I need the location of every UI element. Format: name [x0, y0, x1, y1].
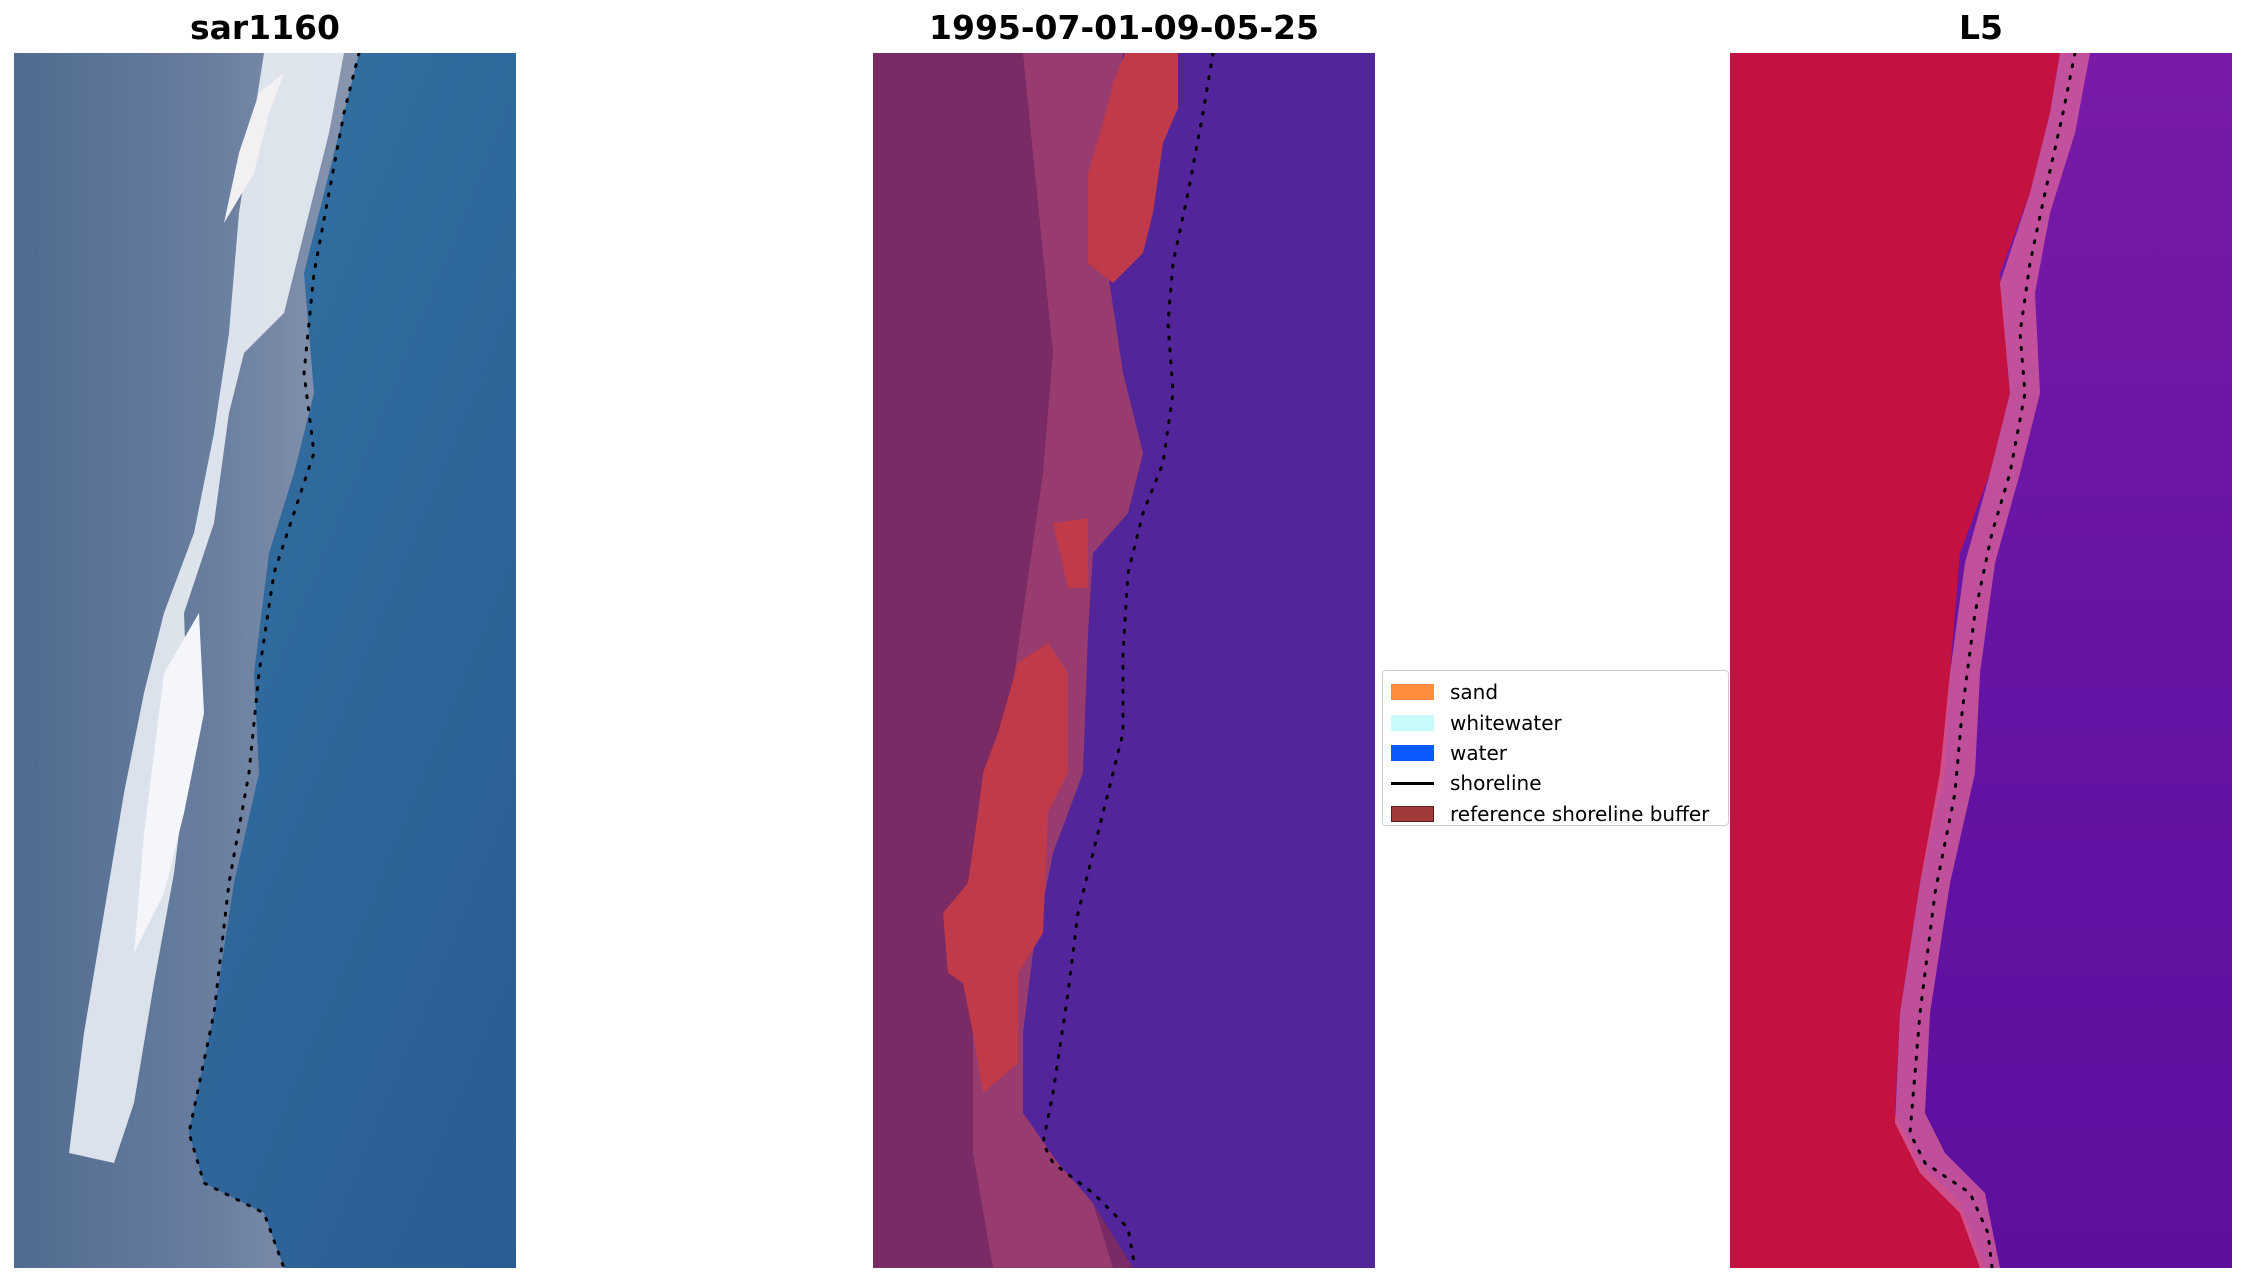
water-swatch — [1391, 744, 1434, 761]
panel-title-date: 1995-07-01-09-05-25 — [929, 8, 1319, 47]
rgb-image-panel — [14, 53, 516, 1268]
index-image — [1730, 53, 2232, 1268]
sand-swatch — [1391, 684, 1434, 701]
classified-image-panel — [873, 53, 1375, 1268]
rgb-bright-sand — [224, 73, 284, 223]
legend-label: reference shoreline buffer — [1450, 801, 1710, 826]
legend-label: shoreline — [1450, 771, 1542, 796]
buffer-sand-mid — [1053, 518, 1088, 588]
rgb-sand-strip — [69, 53, 344, 1163]
legend-label: whitewater — [1450, 710, 1562, 735]
legend-item-shoreline: shoreline — [1391, 768, 1720, 798]
legend-item-whitewater: whitewater — [1391, 707, 1720, 737]
shoreline-swatch — [1391, 781, 1434, 785]
index-shoreline — [1908, 53, 2077, 1268]
classified-shoreline — [1041, 53, 1215, 1268]
index-land-area — [1730, 53, 2060, 1268]
whitewater-swatch — [1391, 714, 1434, 731]
classified-image — [873, 53, 1375, 1268]
legend: sand whitewater water shoreline referenc… — [1382, 670, 1729, 826]
buffer-sand-north — [1088, 53, 1178, 283]
legend-item-buffer: reference shoreline buffer — [1391, 799, 1720, 829]
rgb-bright-sand-south — [134, 613, 204, 953]
panel-title-rgb: sar1160 — [189, 8, 341, 47]
legend-item-sand: sand — [1391, 677, 1720, 707]
legend-item-water: water — [1391, 738, 1720, 768]
buffer-sand-south — [943, 643, 1068, 1093]
legend-label: water — [1450, 740, 1507, 765]
rgb-image — [14, 53, 516, 1268]
legend-label: sand — [1450, 680, 1499, 705]
panel-title-index: L5 — [1959, 8, 2003, 47]
buffer-swatch — [1391, 805, 1434, 822]
index-transition — [1895, 53, 2090, 1268]
index-image-panel — [1730, 53, 2232, 1268]
